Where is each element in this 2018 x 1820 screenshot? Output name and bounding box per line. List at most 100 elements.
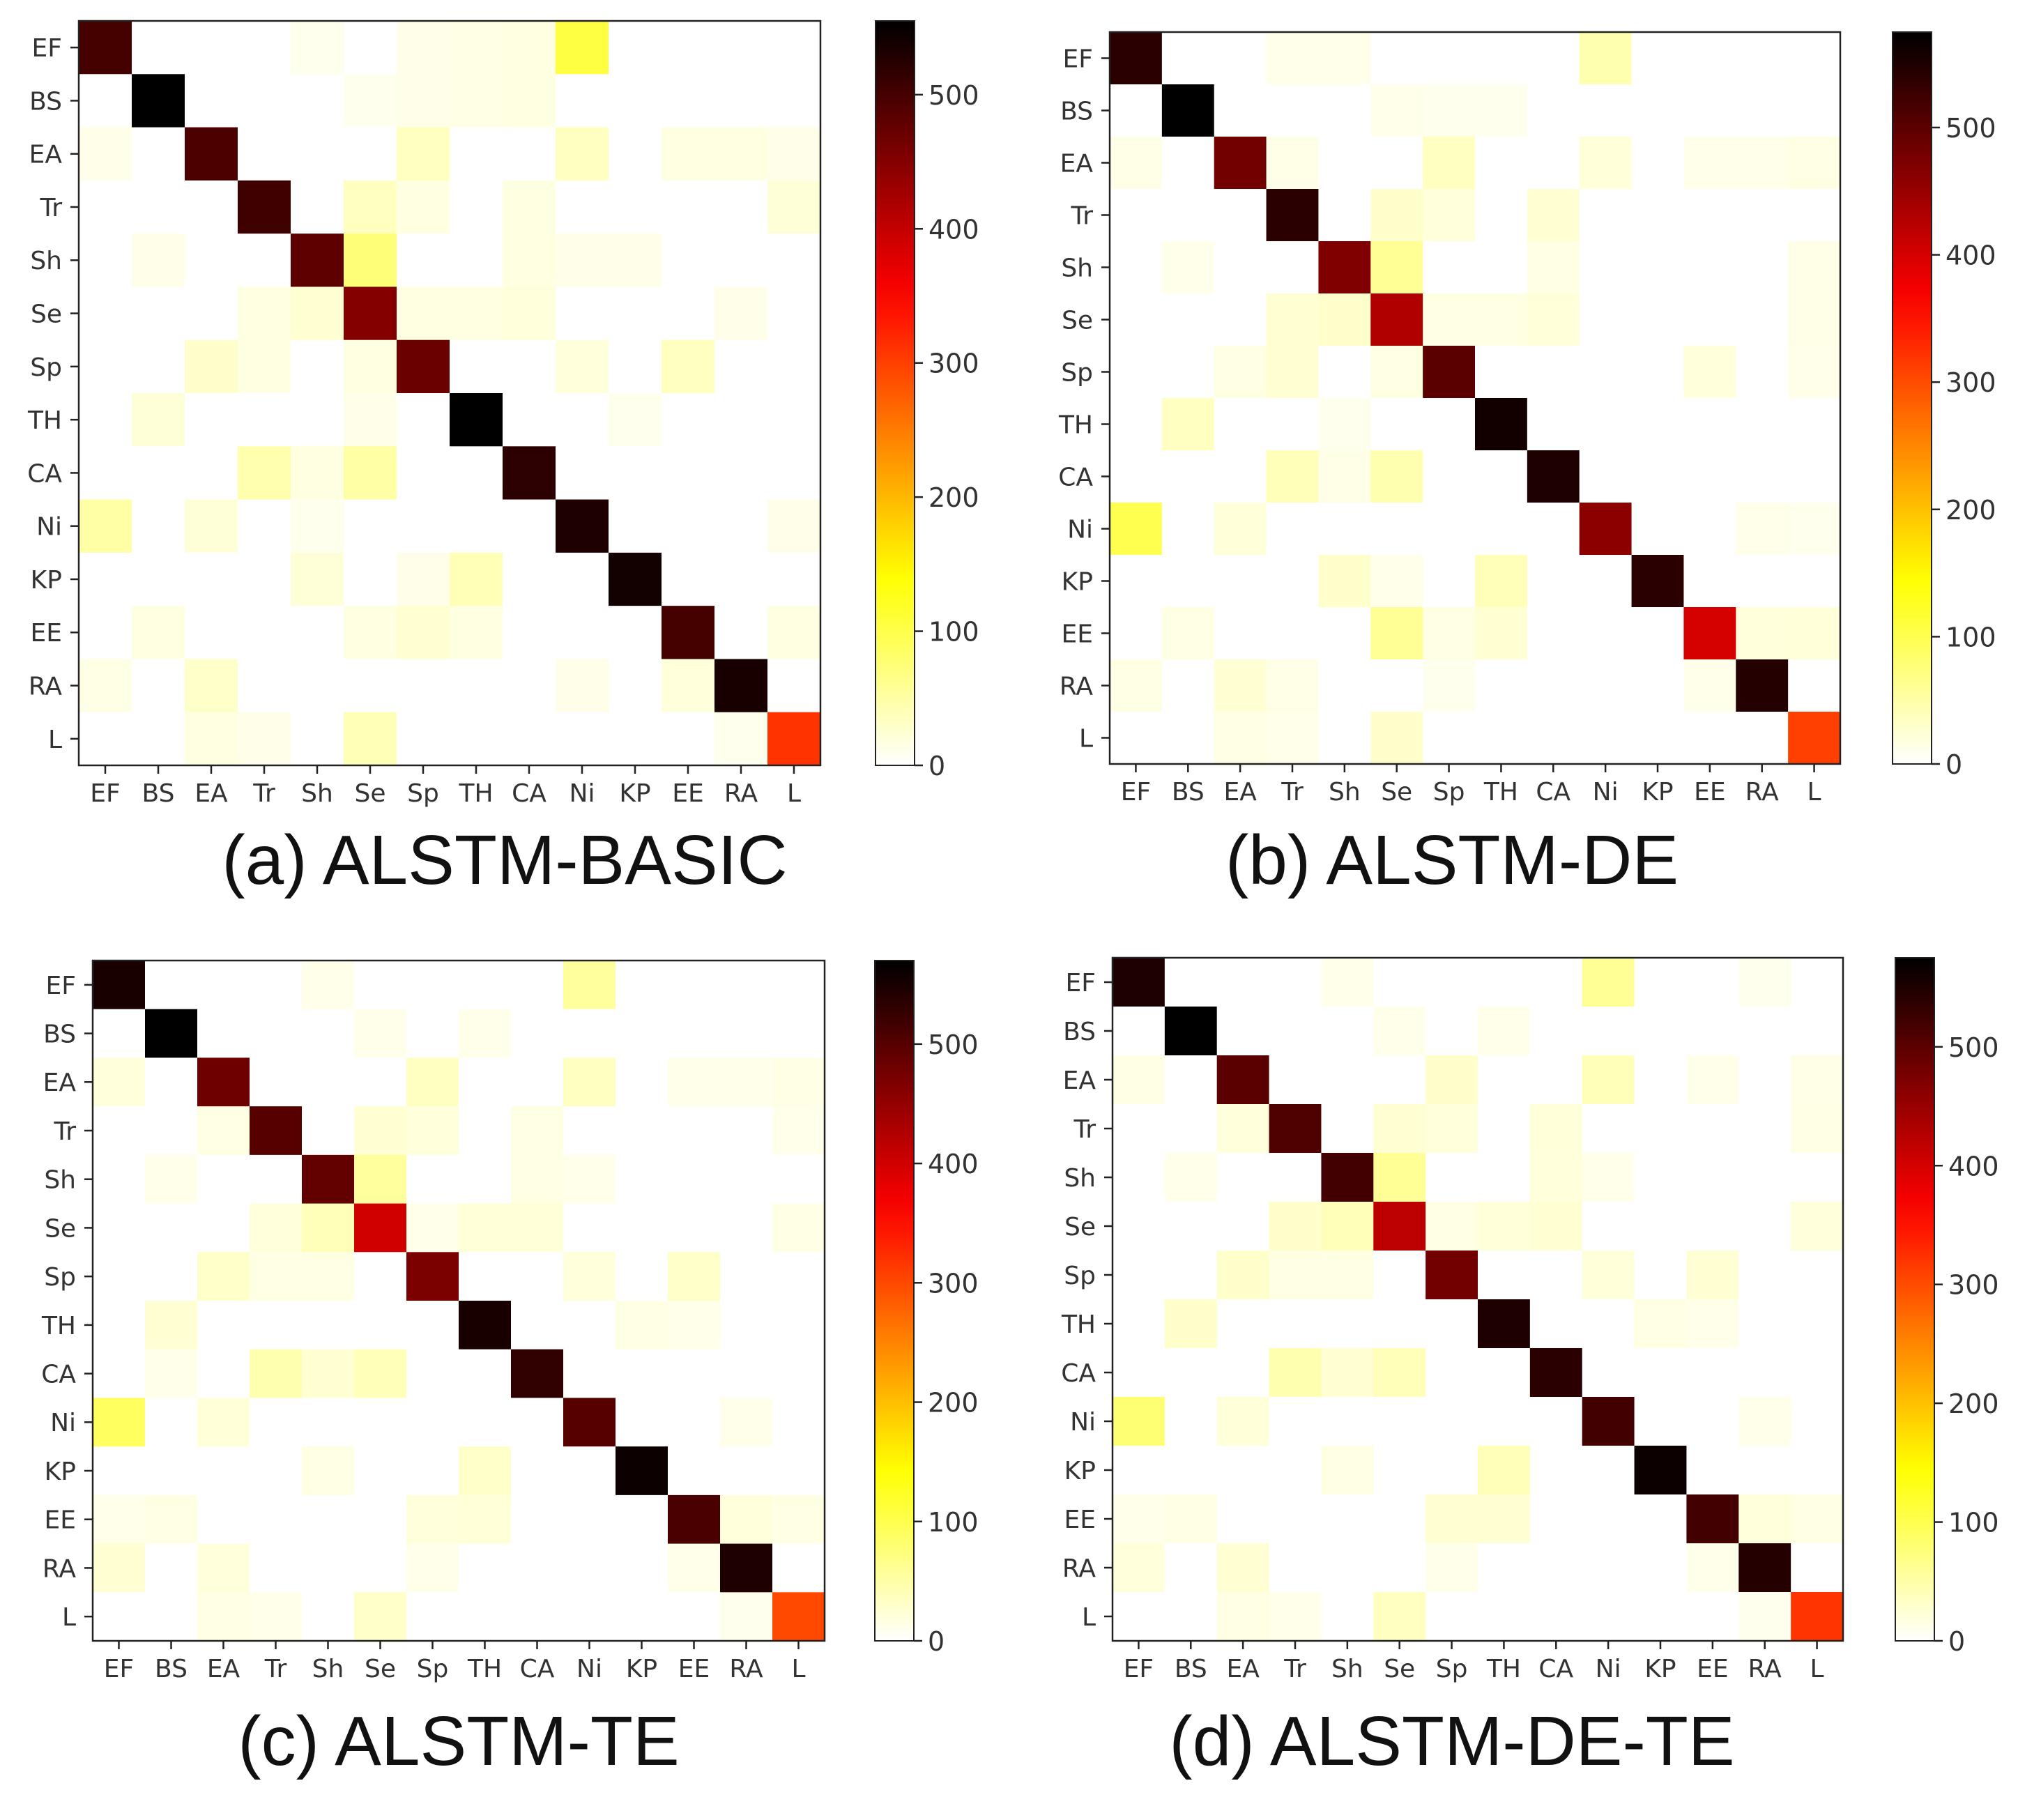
heatmap-cell-EE-Ni — [563, 1494, 616, 1545]
heatmap-cell-Tr-EA — [197, 1106, 250, 1156]
heatmap-cell-TH-Tr — [1266, 398, 1320, 451]
heatmap-cell-EE-TH — [459, 1494, 512, 1545]
heatmap-cell-BS-KP — [1634, 1007, 1688, 1056]
heatmap-cell-Tr-Sh — [302, 1106, 355, 1156]
y-tick-label-Sh: Sh — [30, 247, 62, 275]
heatmap-cell-Se-Se — [1373, 1202, 1426, 1251]
heatmap-cell-BS-TH — [1478, 1007, 1531, 1056]
heatmap-cell-CA-RA — [1736, 450, 1789, 503]
heatmap-cell-EA-EF — [1113, 1055, 1165, 1105]
x-tick-label-TH: TH — [467, 1655, 502, 1683]
heatmap-cell-BS-RA — [720, 1009, 773, 1059]
heatmap-cell-EA-BS — [132, 127, 185, 181]
heatmap-cell-L-L — [1788, 712, 1841, 765]
heatmap-cell-CA-Sp — [406, 1349, 459, 1399]
heatmap-cell-Ni-RA — [714, 499, 768, 553]
heatmap-cell-Sp-KP — [609, 339, 662, 394]
heatmap-cell-Sh-BS — [132, 234, 185, 288]
heatmap-cell-RA-TH — [1478, 1543, 1531, 1593]
heatmap-cell-Tr-Ni — [1582, 1104, 1635, 1154]
colorbar-tick-label-400: 400 — [1948, 1151, 1999, 1182]
heatmap-cell-EA-CA — [1527, 137, 1580, 190]
heatmap-cell-Sp-Se — [1370, 346, 1423, 399]
heatmap-cell-Se-Sh — [1321, 1202, 1374, 1251]
heatmap-cell-BS-BS — [132, 74, 185, 128]
y-tick-label-TH: TH — [1058, 411, 1093, 439]
heatmap-cell-Tr-BS — [1161, 189, 1215, 242]
y-tick-label-KP: KP — [1064, 1457, 1096, 1485]
heatmap-cell-KP-EF — [1113, 1446, 1165, 1495]
heatmap-cell-Sp-EF — [1110, 346, 1163, 399]
heatmap-cell-EF-Sp — [406, 961, 459, 1010]
heatmap-cell-KP-CA — [1529, 1446, 1583, 1495]
x-tick-label-Se: Se — [365, 1655, 396, 1683]
heatmap-cell-RA-CA — [1527, 659, 1580, 712]
heatmap-cell-KP-KP — [1634, 1446, 1688, 1495]
x-tick-label-TH: TH — [1486, 1655, 1521, 1683]
heatmap-cell-Sh-TH — [1475, 241, 1528, 294]
heatmap-cell-Se-Ni — [1579, 293, 1633, 346]
heatmap-cell-EF-RA — [1736, 32, 1789, 85]
heatmap-cell-KP-EA — [185, 552, 238, 606]
heatmap-cell-Ni-EE — [1683, 503, 1736, 556]
heatmap-cell-TH-BS — [1164, 1299, 1218, 1349]
colorbar-tick-label-500: 500 — [928, 80, 979, 111]
heatmap-cell-Ni-KP — [1631, 503, 1685, 556]
heatmap-cell-Tr-EE — [1683, 189, 1736, 242]
heatmap-cell-Ni-CA — [1529, 1397, 1583, 1446]
heatmap-cell-Tr-Ni — [563, 1106, 616, 1156]
colorbar-tick-label-100: 100 — [928, 1507, 979, 1538]
heatmap-cell-Ni-EF — [79, 499, 132, 553]
heatmap-cell-Sp-Sh — [302, 1252, 355, 1301]
heatmap-cell-Ni-BS — [132, 499, 185, 553]
heatmap-cell-TH-CA — [503, 393, 556, 447]
y-tick-label-CA: CA — [41, 1361, 76, 1389]
x-tick-label-Tr: Tr — [264, 1655, 287, 1683]
heatmap-cell-Tr-Sp — [1423, 189, 1476, 242]
heatmap-cell-EF-BS — [1161, 32, 1215, 85]
heatmap-cell-EA-L — [1791, 1055, 1844, 1105]
heatmap-cell-BS-Se — [344, 74, 397, 128]
heatmap-cell-CA-EA — [185, 446, 238, 500]
heatmap-cell-Tr-Se — [1370, 189, 1423, 242]
heatmap-cell-EE-KP — [1631, 607, 1685, 660]
heatmap-cell-BS-Sp — [397, 74, 450, 128]
heatmap-cell-Ni-RA — [1738, 1397, 1791, 1446]
heatmap-cell-EF-CA — [511, 961, 564, 1010]
heatmap-cell-EA-Sh — [291, 127, 344, 181]
heatmap-cell-Sp-Se — [344, 339, 397, 394]
heatmap-cell-Tr-CA — [503, 180, 556, 234]
heatmap-cell-Se-RA — [1738, 1202, 1791, 1251]
heatmap-cell-Sh-Se — [354, 1154, 407, 1205]
heatmap-cell-RA-Tr — [1269, 1543, 1322, 1593]
heatmap-cell-Se-L — [1788, 293, 1841, 346]
heatmap-cell-Sp-L — [1791, 1251, 1844, 1300]
x-tick-label-Se: Se — [355, 779, 386, 808]
heatmap-cell-Sh-Sp — [406, 1154, 459, 1205]
heatmap-cell-KP-L — [1791, 1446, 1844, 1495]
x-tick-label-EE: EE — [1694, 778, 1726, 806]
heatmap-cell-Sp-RA — [720, 1252, 773, 1301]
x-tick-label-EF: EF — [90, 779, 120, 808]
heatmap-cell-Ni-TH — [459, 1398, 512, 1447]
heatmap-cell-CA-TH — [1475, 450, 1528, 503]
heatmap-cell-CA-L — [767, 446, 821, 500]
heatmap-cell-Ni-Sp — [397, 499, 450, 553]
heatmap-cell-Ni-L — [767, 499, 821, 553]
heatmap-cell-EA-EF — [93, 1057, 146, 1107]
heatmap-cell-Ni-Tr — [250, 1398, 303, 1447]
heatmap-cell-KP-Sp — [1425, 1446, 1478, 1495]
heatmap-cell-EF-Ni — [556, 21, 609, 75]
x-tick-label-Tr: Tr — [1283, 1655, 1306, 1683]
heatmap-cell-EF-Se — [1370, 32, 1423, 85]
heatmap-cell-EA-TH — [450, 127, 503, 181]
heatmap-cell-Sh-EF — [79, 234, 132, 288]
heatmap-cell-Tr-RA — [714, 180, 768, 234]
heatmap-cell-RA-Sp — [1423, 659, 1476, 712]
heatmap-cell-TH-KP — [1631, 398, 1685, 451]
heatmap-cell-EA-Sp — [406, 1057, 459, 1107]
heatmap-cell-EF-CA — [1527, 32, 1580, 85]
heatmap-cell-EF-TH — [1478, 958, 1531, 1007]
heatmap-cell-Ni-Sh — [302, 1398, 355, 1447]
heatmap-cell-Sp-L — [1788, 346, 1841, 399]
